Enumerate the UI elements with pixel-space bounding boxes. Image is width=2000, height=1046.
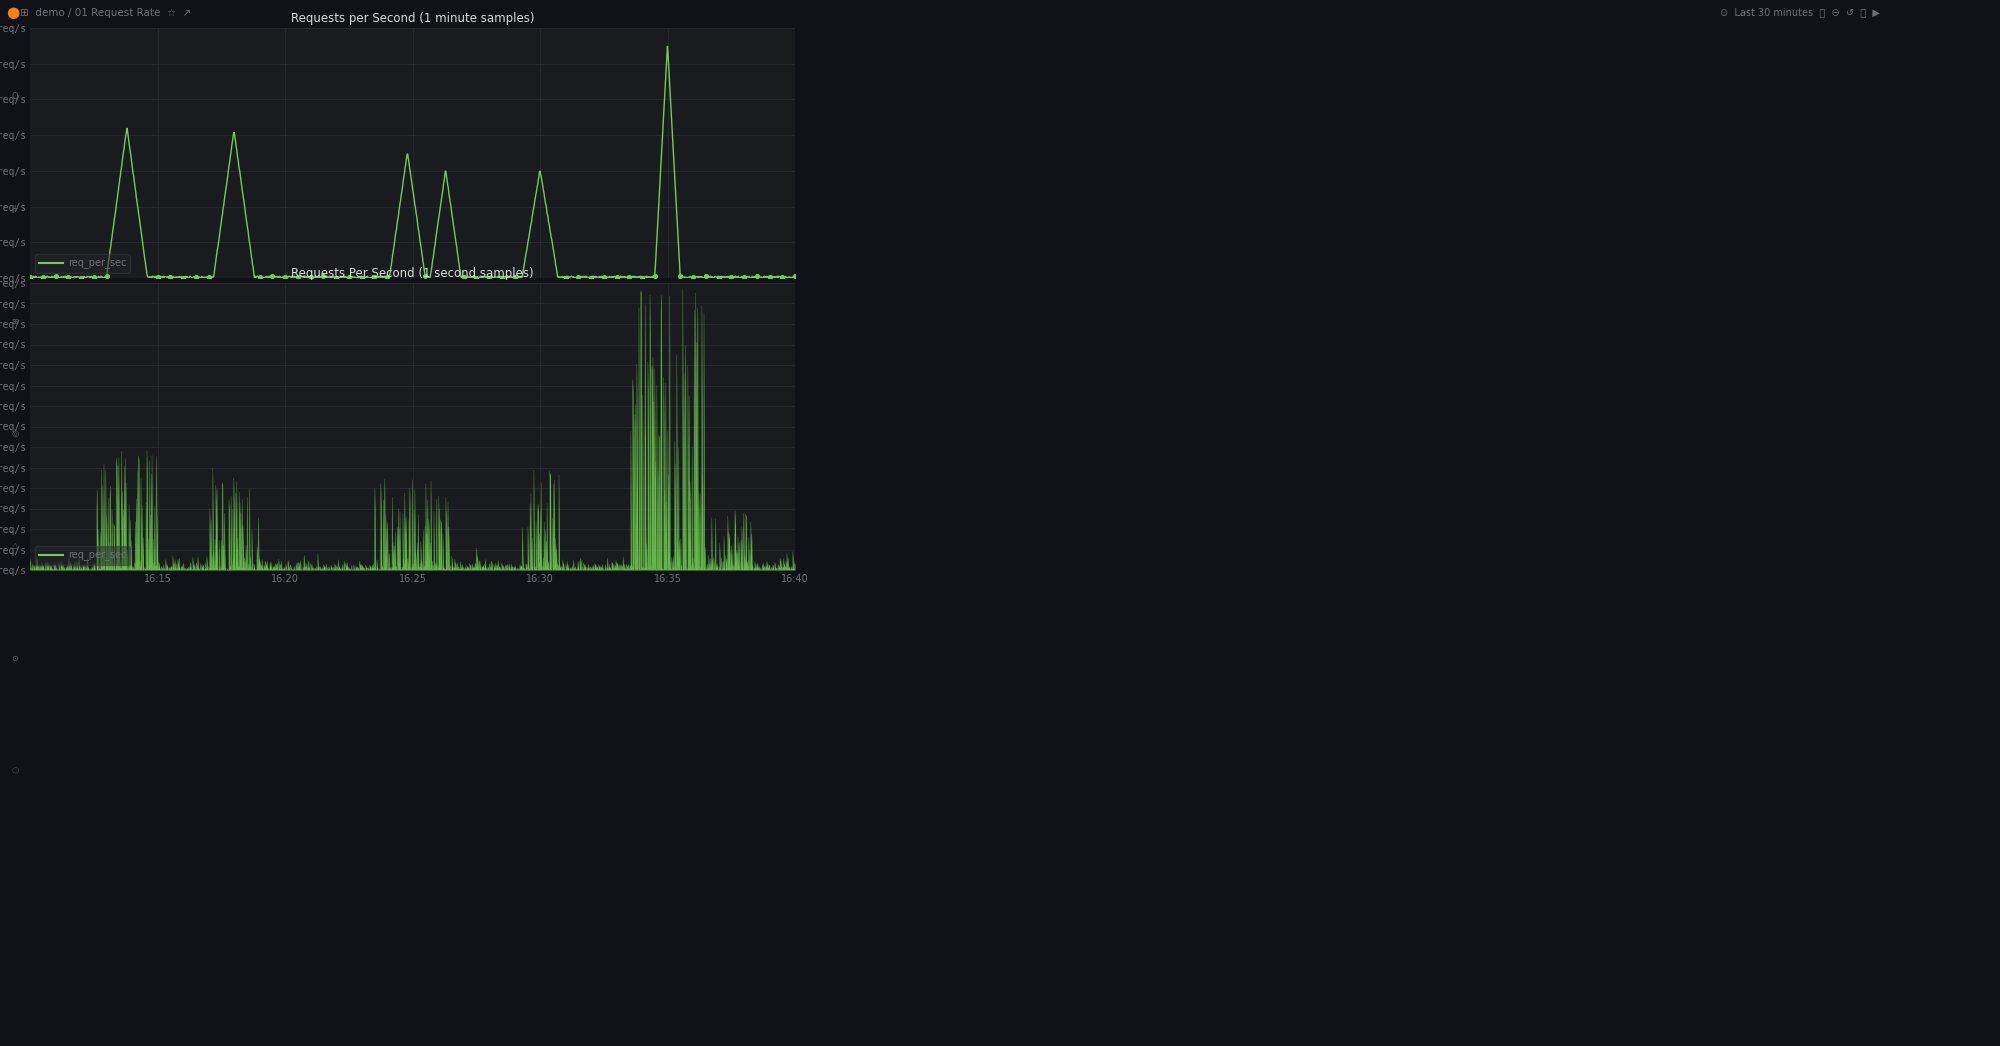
Point <box>64 270 96 287</box>
Point <box>588 269 620 286</box>
Text: ⊙  Last 30 minutes  ⌵  ⊖  ↺  ⌵  ▶: ⊙ Last 30 minutes ⌵ ⊖ ↺ ⌵ ▶ <box>1720 7 1880 18</box>
Point <box>346 269 378 286</box>
Point <box>294 269 326 286</box>
Point <box>372 269 404 286</box>
Text: ⬡: ⬡ <box>12 766 18 775</box>
Point <box>638 268 670 285</box>
Point <box>690 268 722 285</box>
Text: ⊙: ⊙ <box>12 654 18 662</box>
Point <box>308 268 340 285</box>
Point <box>678 269 710 286</box>
Point <box>740 268 772 285</box>
Point <box>78 269 110 286</box>
Point <box>754 269 786 286</box>
Point <box>168 270 200 287</box>
Point <box>780 268 812 285</box>
Point <box>192 269 224 286</box>
Legend: req_per_sec: req_per_sec <box>34 254 130 273</box>
Text: ●: ● <box>6 5 20 20</box>
Text: △: △ <box>12 541 18 550</box>
Point <box>320 270 352 287</box>
Point <box>576 269 608 286</box>
Title: Requests Per Second (1 second samples): Requests Per Second (1 second samples) <box>292 268 534 280</box>
Point <box>26 268 58 285</box>
Point <box>410 268 442 285</box>
Point <box>154 269 186 286</box>
Point <box>14 269 46 286</box>
Point <box>244 269 276 286</box>
Point <box>614 269 646 286</box>
Point <box>52 269 84 286</box>
Point <box>716 269 748 286</box>
Point <box>142 269 174 286</box>
Text: Q: Q <box>12 92 18 101</box>
Point <box>728 269 760 286</box>
Point <box>332 269 364 286</box>
Point <box>600 268 632 285</box>
Point <box>498 269 530 286</box>
Point <box>282 269 314 286</box>
Point <box>180 268 212 285</box>
Text: ◎: ◎ <box>12 429 18 438</box>
Title: Requests per Second (1 minute samples): Requests per Second (1 minute samples) <box>290 13 534 25</box>
Point <box>256 268 288 285</box>
Point <box>562 268 594 285</box>
Point <box>268 268 302 285</box>
Point <box>358 269 390 286</box>
Point <box>448 269 480 286</box>
Point <box>766 269 798 286</box>
Point <box>702 270 734 287</box>
Point <box>460 270 492 287</box>
Point <box>40 268 72 285</box>
Point <box>664 268 696 285</box>
Text: +: + <box>12 204 18 213</box>
Text: ⊞: ⊞ <box>12 317 18 325</box>
Point <box>550 269 582 286</box>
Text: ⊞  demo / 01 Request Rate  ☆  ↗: ⊞ demo / 01 Request Rate ☆ ↗ <box>20 7 192 18</box>
Point <box>486 269 518 286</box>
Point <box>474 270 504 287</box>
Legend: req_per_sec: req_per_sec <box>34 546 130 565</box>
Point <box>626 269 658 286</box>
Point <box>90 268 122 285</box>
